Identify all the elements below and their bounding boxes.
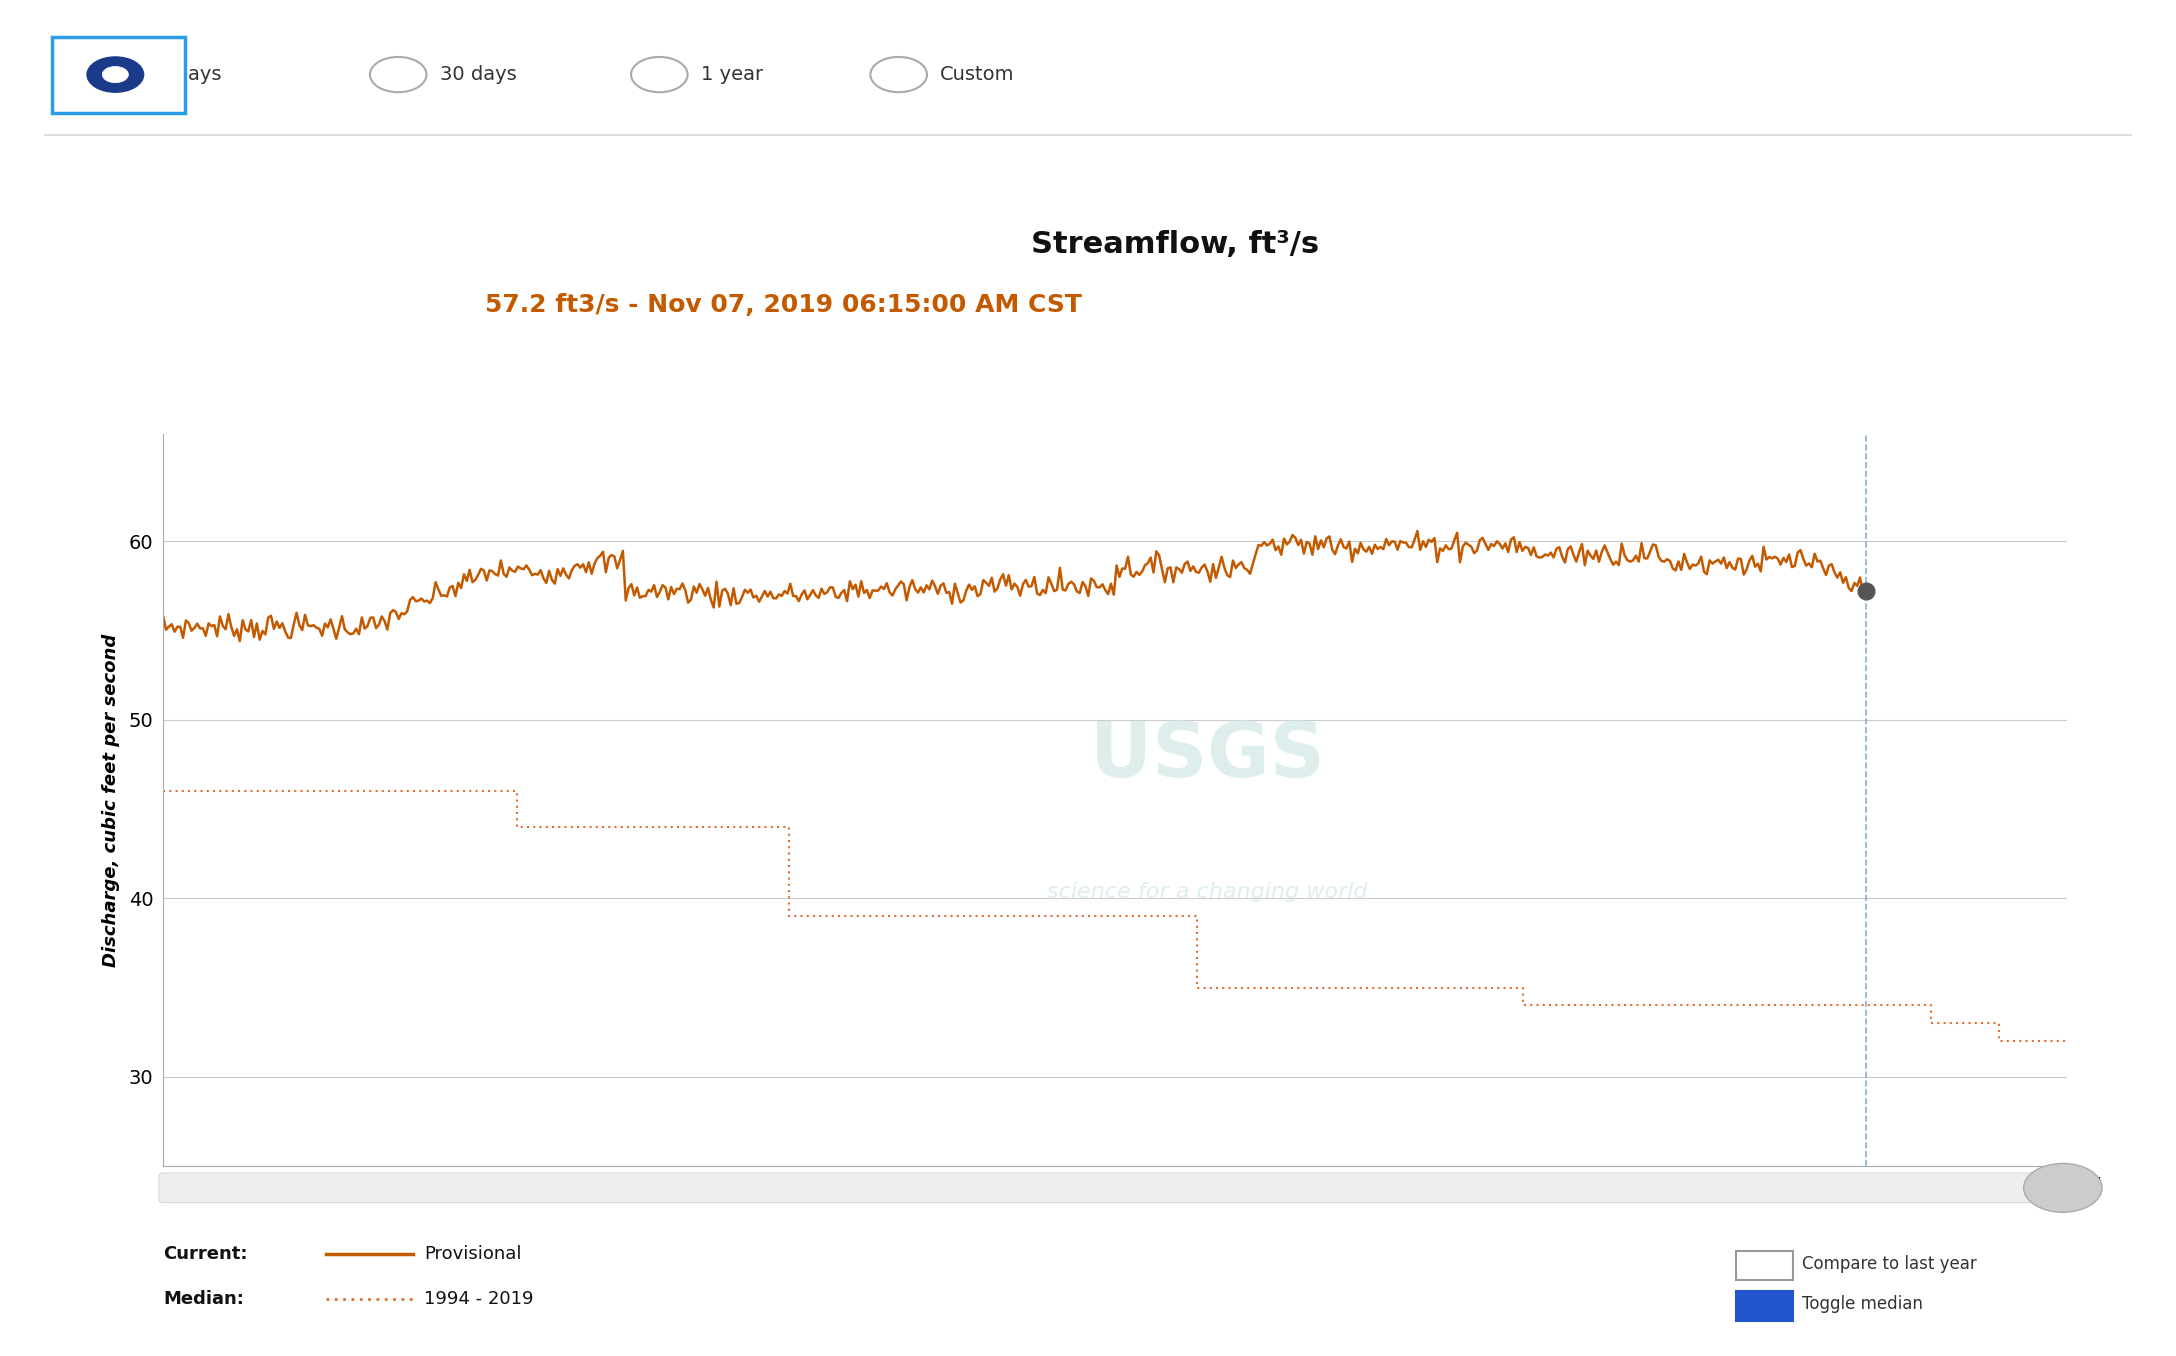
Text: Custom: Custom — [940, 65, 1014, 84]
Text: Streamflow, ft³/s: Streamflow, ft³/s — [1031, 229, 1319, 259]
Text: ✓: ✓ — [1758, 1296, 1771, 1313]
Text: 1 year: 1 year — [701, 65, 764, 84]
Text: Compare to last year: Compare to last year — [1802, 1254, 1976, 1273]
Text: 7 days: 7 days — [157, 65, 222, 84]
Y-axis label: Discharge, cubic feet per second: Discharge, cubic feet per second — [102, 633, 120, 967]
Text: Provisional: Provisional — [424, 1245, 522, 1264]
Text: 1994 - 2019: 1994 - 2019 — [424, 1290, 533, 1309]
Text: Current:: Current: — [163, 1245, 248, 1264]
Text: 30 days: 30 days — [440, 65, 516, 84]
Text: USGS: USGS — [1090, 719, 1325, 793]
Text: Median:: Median: — [163, 1290, 244, 1309]
Text: Toggle median: Toggle median — [1802, 1295, 1924, 1314]
Text: 57.2 ft3/s - Nov 07, 2019 06:15:00 AM CST: 57.2 ft3/s - Nov 07, 2019 06:15:00 AM CS… — [485, 293, 1081, 317]
Text: science for a changing world: science for a changing world — [1047, 881, 1369, 902]
